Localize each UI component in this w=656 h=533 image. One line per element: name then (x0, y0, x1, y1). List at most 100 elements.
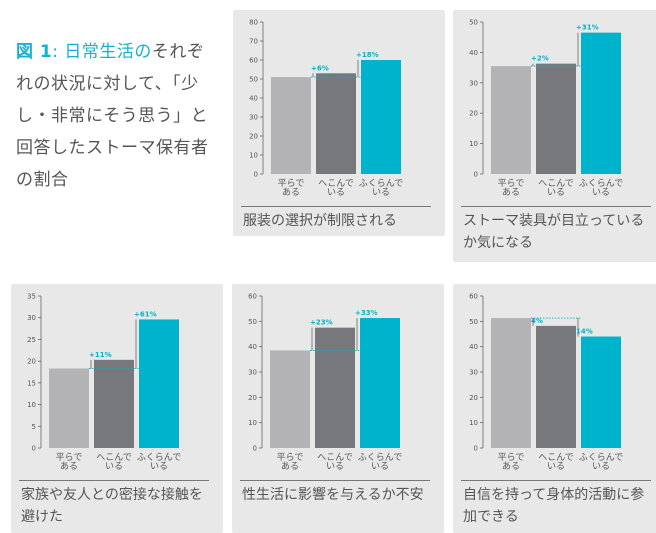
category-label: へこんで (538, 178, 574, 189)
y-tick-label: 70 (249, 38, 258, 46)
y-tick-label: 40 (249, 95, 258, 103)
figure-heading: 図 1: 日常生活のそれぞれの状況に対して、「少し・非常にそう思う」と回答したス… (16, 36, 212, 196)
y-tick-label: 30 (249, 114, 258, 122)
category-label: へこんで (538, 452, 574, 463)
category-label: いる (327, 187, 345, 198)
y-tick-label: 0 (253, 445, 257, 453)
bar-flat (271, 77, 311, 174)
y-tick-label: 0 (254, 171, 258, 179)
y-tick-label: 10 (469, 140, 478, 148)
y-tick-label: 40 (469, 49, 478, 57)
category-label: 平らで (498, 452, 525, 463)
y-tick-label: 10 (248, 419, 257, 427)
y-tick-label: 20 (249, 133, 258, 141)
y-tick-label: 20 (27, 358, 36, 366)
chart-panel-sex-life: 0 10 20 30 40 50 60 平らで ある へこんで いる ふくらんで いる +23% +33% … (232, 284, 444, 533)
chart-caption: 性生活に影響を与えるか不安 (242, 487, 424, 503)
bar-chart-clothing: 01020304050607080平らであるへこんでいるふくらんでいる+6%+1… (249, 19, 403, 199)
caption-divider (241, 206, 431, 207)
figure-colon: : 日常生活の (52, 42, 152, 62)
annotation-label: +31% (576, 24, 599, 32)
y-tick-label: 20 (248, 394, 257, 402)
category-label: いる (592, 461, 610, 472)
y-tick-label: 30 (27, 314, 36, 322)
y-tick-label: 40 (469, 343, 478, 351)
category-label: 平らで (498, 178, 525, 189)
chart-caption: ストーマ装具が目立っているか気になる (463, 213, 645, 251)
category-label: ふくらんで (579, 178, 624, 189)
bar-convex (581, 32, 621, 174)
y-tick-label: 15 (27, 379, 36, 387)
category-label: いる (371, 461, 389, 472)
chart-panel-visibility: 0 10 20 30 40 50 平らで ある へこんで いる ふくらんで いる +2% +31% ストー… (453, 10, 656, 262)
bar-flat (491, 318, 531, 448)
y-tick-label: 50 (248, 318, 257, 326)
y-tick-label: 60 (469, 293, 478, 301)
annotation-label: 14% (576, 328, 593, 336)
category-label: ある (282, 187, 300, 198)
bar-convex (139, 319, 179, 448)
caption-divider (240, 480, 430, 481)
y-tick-label: 0 (32, 445, 36, 453)
bar-flat (491, 66, 531, 174)
category-label: いる (150, 461, 168, 472)
bar-convex (361, 60, 401, 174)
category-label: ある (502, 187, 520, 198)
category-label: へこんで (317, 452, 353, 463)
bar-flat (270, 350, 310, 448)
caption-divider (19, 480, 209, 481)
annotation-label: +33% (355, 309, 378, 317)
annotation-label: +18% (356, 51, 379, 59)
y-tick-label: 10 (27, 401, 36, 409)
bar-concave (316, 73, 356, 174)
bar-concave (536, 63, 576, 175)
category-label: ある (60, 461, 78, 472)
category-label: へこんで (96, 452, 132, 463)
category-label: いる (372, 187, 390, 198)
bar-convex (360, 318, 400, 448)
y-tick-label: 50 (249, 76, 258, 84)
annotation-label: +23% (310, 319, 333, 327)
chart-caption: 自信を持って身体的活動に参加できる (463, 487, 645, 525)
y-tick-label: 50 (469, 19, 478, 27)
figure-label: 図 1 (16, 42, 53, 62)
bar-concave (315, 327, 355, 448)
category-label: ふくらんで (579, 452, 624, 463)
category-label: いる (105, 461, 123, 472)
category-label: いる (547, 187, 565, 198)
bar-concave (536, 325, 576, 448)
y-tick-label: 20 (469, 394, 478, 402)
category-label: 平らで (277, 452, 304, 463)
annotation-label: +6% (311, 64, 329, 72)
y-tick-label: 35 (27, 293, 36, 301)
chart-panel-clothing: 0 10 20 30 40 50 60 70 80 平らで ある へこんで いる ふくらんで いる +6% +1… (233, 10, 445, 236)
annotation-label: 4% (531, 317, 543, 325)
category-label: ふくらんで (358, 452, 403, 463)
category-label: いる (326, 461, 344, 472)
annotation-label: +2% (531, 55, 549, 63)
category-label: へこんで (318, 178, 354, 189)
annotation-label: +11% (89, 351, 112, 359)
y-tick-label: 80 (249, 19, 258, 27)
bar-flat (49, 368, 89, 448)
category-label: いる (547, 461, 565, 472)
annotation-label: +61% (134, 310, 157, 318)
chart-caption: 家族や友人との密接な接触を避けた (21, 487, 203, 525)
y-tick-label: 30 (248, 369, 257, 377)
y-tick-label: 50 (469, 318, 478, 326)
category-label: ふくらんで (137, 452, 182, 463)
y-tick-label: 60 (249, 57, 258, 65)
y-tick-label: 0 (474, 171, 478, 179)
chart-caption: 服装の選択が制限される (243, 213, 397, 229)
category-label: 平らで (56, 452, 83, 463)
figure-description: それぞれの状況に対して、「少し・非常にそう思う」と回答したストーマ保有者の割合 (16, 42, 209, 190)
bar-concave (94, 359, 134, 448)
y-tick-label: 40 (248, 343, 257, 351)
caption-divider (461, 480, 651, 481)
bar-convex (581, 336, 621, 448)
y-tick-label: 20 (469, 110, 478, 118)
category-label: いる (592, 187, 610, 198)
